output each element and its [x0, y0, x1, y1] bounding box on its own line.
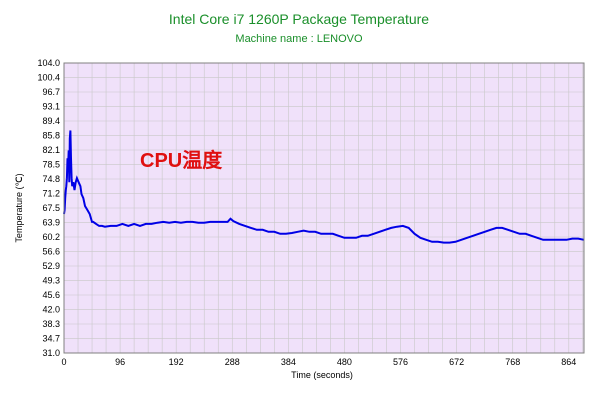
y-tick-label: 63.9 — [42, 217, 60, 227]
y-tick-label: 74.8 — [42, 174, 60, 184]
y-tick-label: 49.3 — [42, 275, 60, 285]
y-tick-label: 89.4 — [42, 116, 60, 126]
x-tick-label: 576 — [393, 357, 408, 367]
chart-subtitle: Machine name : LENOVO — [235, 33, 363, 45]
y-tick-label: 78.5 — [42, 159, 60, 169]
y-axis-label: Temperature (℃) — [14, 173, 24, 242]
series-line — [63, 130, 585, 244]
x-tick-label: 0 — [61, 357, 66, 367]
y-tick-label: 71.2 — [42, 188, 60, 198]
grid-lines — [64, 62, 584, 354]
x-tick-label: 768 — [505, 357, 520, 367]
y-tick-label: 93.1 — [42, 101, 60, 111]
y-tick-label: 45.6 — [42, 290, 60, 300]
x-tick-label: 384 — [281, 357, 296, 367]
y-tick-label: 60.2 — [42, 232, 60, 242]
y-tick-label: 67.5 — [42, 203, 60, 213]
y-tick-label: 96.7 — [42, 87, 60, 97]
plot-border — [63, 62, 585, 354]
x-axis-label: Time (seconds) — [291, 370, 353, 380]
x-tick-label: 288 — [225, 357, 240, 367]
series-layer — [63, 130, 585, 244]
annotation-label: CPU温度 — [140, 148, 223, 172]
y-tick-label: 42.0 — [42, 304, 60, 314]
chart-title: Intel Core i7 1260P Package Temperature — [169, 11, 429, 27]
y-tick-label: 34.7 — [42, 333, 60, 343]
y-tick-label: 38.3 — [42, 319, 60, 329]
y-tick-label: 100.4 — [37, 72, 60, 82]
x-tick-label: 480 — [337, 357, 352, 367]
axis-ticks: 31.0 34.7 38.3 42.0 45.6 49.3 52.9 56.6 60.2 63.9… — [37, 58, 576, 367]
x-tick-label: 96 — [115, 357, 125, 367]
x-tick-label: 672 — [449, 357, 464, 367]
y-tick-label: 104.0 — [37, 58, 60, 68]
y-tick-label: 82.1 — [42, 145, 60, 155]
y-tick-label: 56.6 — [42, 246, 60, 256]
y-tick-label: 52.9 — [42, 261, 60, 271]
y-tick-label: 31.0 — [42, 348, 60, 358]
y-tick-label: 85.8 — [42, 130, 60, 140]
x-tick-label: 192 — [169, 357, 184, 367]
x-tick-label: 864 — [561, 357, 576, 367]
